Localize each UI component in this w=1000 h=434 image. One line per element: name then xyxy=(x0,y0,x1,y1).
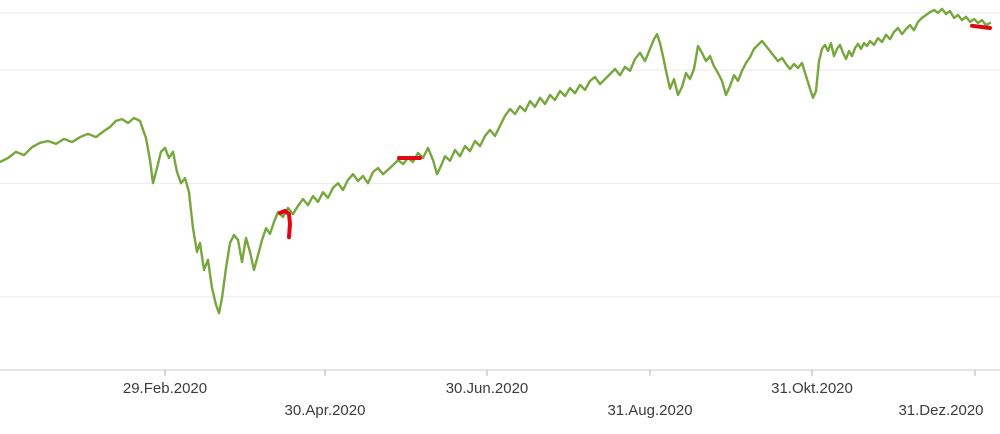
event-marker-3 xyxy=(970,23,992,30)
x-axis-label: 31.Dez.2020 xyxy=(898,402,983,419)
x-axis-label: 29.Feb.2020 xyxy=(123,380,207,397)
x-axis-label: 30.Apr.2020 xyxy=(285,402,366,419)
x-axis-label: 31.Aug.2020 xyxy=(607,402,692,419)
event-marker-1 xyxy=(278,208,292,240)
price-line xyxy=(0,7,992,315)
x-axis-label: 31.Okt.2020 xyxy=(771,380,853,397)
x-axis-label: 30.Jun.2020 xyxy=(446,380,529,397)
